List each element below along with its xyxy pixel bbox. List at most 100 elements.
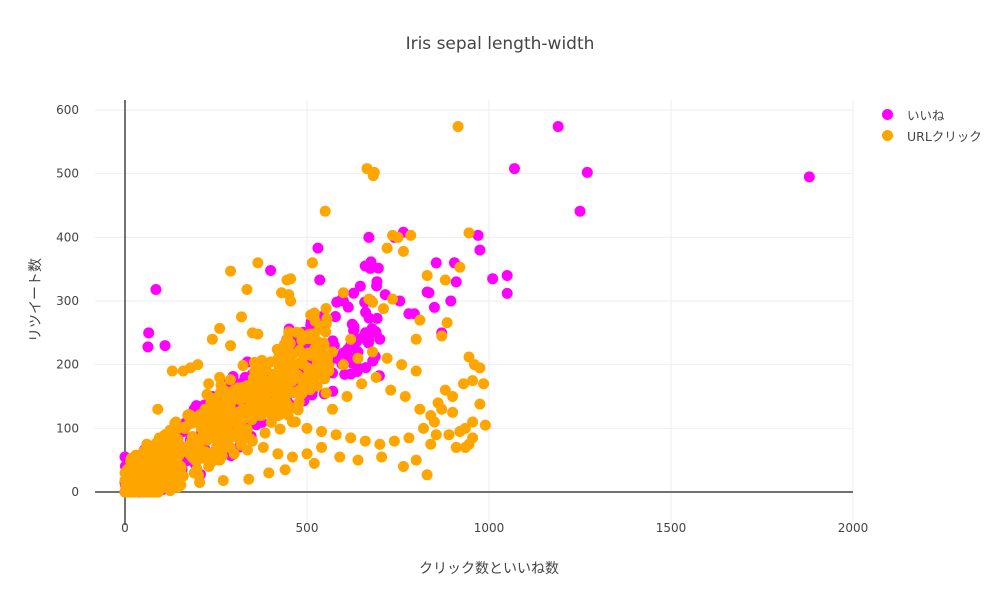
data-point[interactable] <box>474 362 486 374</box>
data-point[interactable] <box>381 352 393 364</box>
data-point[interactable] <box>367 296 379 308</box>
data-point[interactable] <box>279 464 291 476</box>
data-point[interactable] <box>430 257 442 269</box>
data-point[interactable] <box>142 341 154 353</box>
data-point[interactable] <box>403 308 415 320</box>
data-point[interactable] <box>289 386 301 398</box>
data-point[interactable] <box>501 287 513 299</box>
data-point[interactable] <box>326 403 338 415</box>
data-point[interactable] <box>405 229 417 241</box>
data-point[interactable] <box>372 262 384 274</box>
data-point[interactable] <box>467 416 479 428</box>
data-point[interactable] <box>346 318 358 330</box>
data-point[interactable] <box>403 432 415 444</box>
data-point[interactable] <box>293 396 305 408</box>
data-point[interactable] <box>392 231 404 243</box>
data-point[interactable] <box>260 364 272 376</box>
data-point[interactable] <box>803 171 815 183</box>
data-point[interactable] <box>352 352 364 364</box>
data-point[interactable] <box>150 437 162 449</box>
data-point[interactable] <box>430 429 442 441</box>
data-point[interactable] <box>439 384 451 396</box>
data-point[interactable] <box>478 378 490 390</box>
data-point[interactable] <box>239 432 251 444</box>
data-point[interactable] <box>314 274 326 286</box>
data-point[interactable] <box>225 265 237 277</box>
data-point[interactable] <box>337 347 349 359</box>
data-point[interactable] <box>311 352 323 364</box>
data-point[interactable] <box>169 480 181 492</box>
data-point[interactable] <box>414 314 426 326</box>
data-point[interactable] <box>356 378 368 390</box>
data-point[interactable] <box>289 360 301 372</box>
data-point[interactable] <box>252 257 264 269</box>
data-point[interactable] <box>265 416 277 428</box>
data-point[interactable] <box>329 311 341 323</box>
data-point[interactable] <box>241 424 253 436</box>
data-point[interactable] <box>319 205 331 217</box>
data-point[interactable] <box>458 378 470 390</box>
data-point[interactable] <box>385 384 397 396</box>
data-point[interactable] <box>192 359 204 371</box>
data-point[interactable] <box>237 359 249 371</box>
data-point[interactable] <box>301 422 313 434</box>
data-point[interactable] <box>285 295 297 307</box>
data-point[interactable] <box>339 368 351 380</box>
data-point[interactable] <box>421 286 433 298</box>
data-point[interactable] <box>166 365 178 377</box>
data-point[interactable] <box>331 296 343 308</box>
data-point[interactable] <box>450 441 462 453</box>
data-point[interactable] <box>191 454 203 466</box>
data-point[interactable] <box>360 362 372 374</box>
data-point[interactable] <box>265 264 277 276</box>
data-point[interactable] <box>247 409 259 421</box>
data-point[interactable] <box>233 382 245 394</box>
data-point[interactable] <box>370 371 382 383</box>
data-point[interactable] <box>345 333 357 345</box>
data-point[interactable] <box>138 446 150 458</box>
data-point[interactable] <box>217 475 229 487</box>
data-point[interactable] <box>574 205 586 217</box>
data-point[interactable] <box>397 245 409 257</box>
data-point[interactable] <box>441 317 453 329</box>
data-point[interactable] <box>396 359 408 371</box>
data-point[interactable] <box>447 391 459 402</box>
data-point[interactable] <box>194 410 206 422</box>
data-point[interactable] <box>410 365 422 377</box>
data-point[interactable] <box>257 441 269 453</box>
data-point[interactable] <box>445 295 457 307</box>
data-point[interactable] <box>179 422 191 434</box>
data-point[interactable] <box>374 438 386 450</box>
data-point[interactable] <box>214 322 226 334</box>
data-point[interactable] <box>387 293 399 305</box>
data-point[interactable] <box>277 346 289 358</box>
data-point[interactable] <box>487 273 499 285</box>
legend-item-url-clicks[interactable]: URLクリック <box>882 125 982 146</box>
data-point[interactable] <box>257 391 269 403</box>
data-point[interactable] <box>207 393 219 405</box>
data-point[interactable] <box>552 121 564 133</box>
data-point[interactable] <box>320 302 332 314</box>
data-point[interactable] <box>367 355 379 367</box>
data-point[interactable] <box>159 340 171 352</box>
data-point[interactable] <box>320 387 332 399</box>
data-point[interactable] <box>399 391 411 402</box>
data-point[interactable] <box>474 398 486 410</box>
data-point[interactable] <box>160 470 172 482</box>
data-point[interactable] <box>459 441 471 453</box>
data-point[interactable] <box>581 166 593 178</box>
data-point[interactable] <box>428 301 440 313</box>
data-point[interactable] <box>450 276 462 288</box>
data-point[interactable] <box>282 333 294 345</box>
data-point[interactable] <box>463 227 475 239</box>
data-point[interactable] <box>371 312 383 324</box>
data-point[interactable] <box>432 397 444 409</box>
legend-item-likes[interactable]: いいね <box>882 104 982 125</box>
data-point[interactable] <box>360 306 372 318</box>
data-point[interactable] <box>479 419 491 431</box>
data-point[interactable] <box>316 426 328 438</box>
data-point[interactable] <box>314 320 326 332</box>
data-point[interactable] <box>174 469 186 481</box>
data-point[interactable] <box>359 435 371 447</box>
data-point[interactable] <box>280 397 292 409</box>
